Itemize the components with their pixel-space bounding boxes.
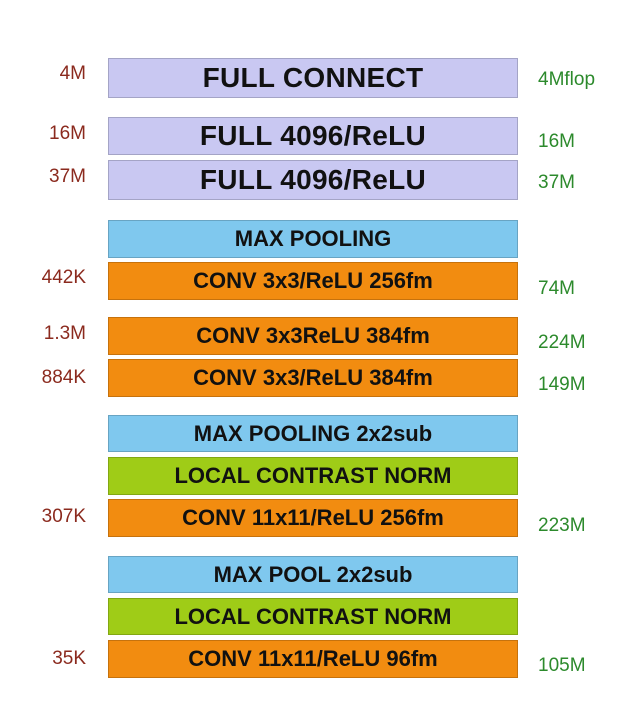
flop-count-label: 149M [538, 374, 586, 395]
layer-full-connect: FULL CONNECT [108, 58, 518, 98]
layer-max-pool-2x2: MAX POOL 2x2sub [108, 556, 518, 593]
layer-conv-3x3-256: CONV 3x3/ReLU 256fm [108, 262, 518, 300]
flop-count-label: 224M [538, 332, 586, 353]
flop-count-label: 105M [538, 655, 586, 676]
flop-count-label: 16M [538, 131, 575, 152]
layer-max-pooling: MAX POOLING [108, 220, 518, 258]
param-count-label: 4M [59, 63, 86, 84]
flop-count-label: 223M [538, 515, 586, 536]
layer-full-4096-b: FULL 4096/ReLU [108, 160, 518, 200]
flop-count-label: 4Mflop [538, 69, 596, 90]
layer-full-4096-a: FULL 4096/ReLU [108, 117, 518, 155]
flop-count-label: 74M [538, 278, 575, 299]
param-count-label: 442K [41, 267, 86, 288]
param-count-label: 35K [52, 648, 86, 669]
layer-conv-3x3-384-a: CONV 3x3ReLU 384fm [108, 317, 518, 355]
layer-local-contrast-norm-b: LOCAL CONTRAST NORM [108, 598, 518, 635]
layer-max-pooling-2x2: MAX POOLING 2x2sub [108, 415, 518, 452]
param-count-label: 307K [41, 506, 86, 527]
layer-conv-11x11-96: CONV 11x11/ReLU 96fm [108, 640, 518, 678]
param-count-label: 37M [49, 166, 86, 187]
param-count-label: 1.3M [43, 323, 86, 344]
layer-conv-11x11-256: CONV 11x11/ReLU 256fm [108, 499, 518, 537]
layer-conv-3x3-384-b: CONV 3x3/ReLU 384fm [108, 359, 518, 397]
flop-count-label: 37M [538, 172, 575, 193]
layer-local-contrast-norm-a: LOCAL CONTRAST NORM [108, 457, 518, 495]
param-count-label: 16M [49, 123, 86, 144]
param-count-label: 884K [41, 367, 86, 388]
